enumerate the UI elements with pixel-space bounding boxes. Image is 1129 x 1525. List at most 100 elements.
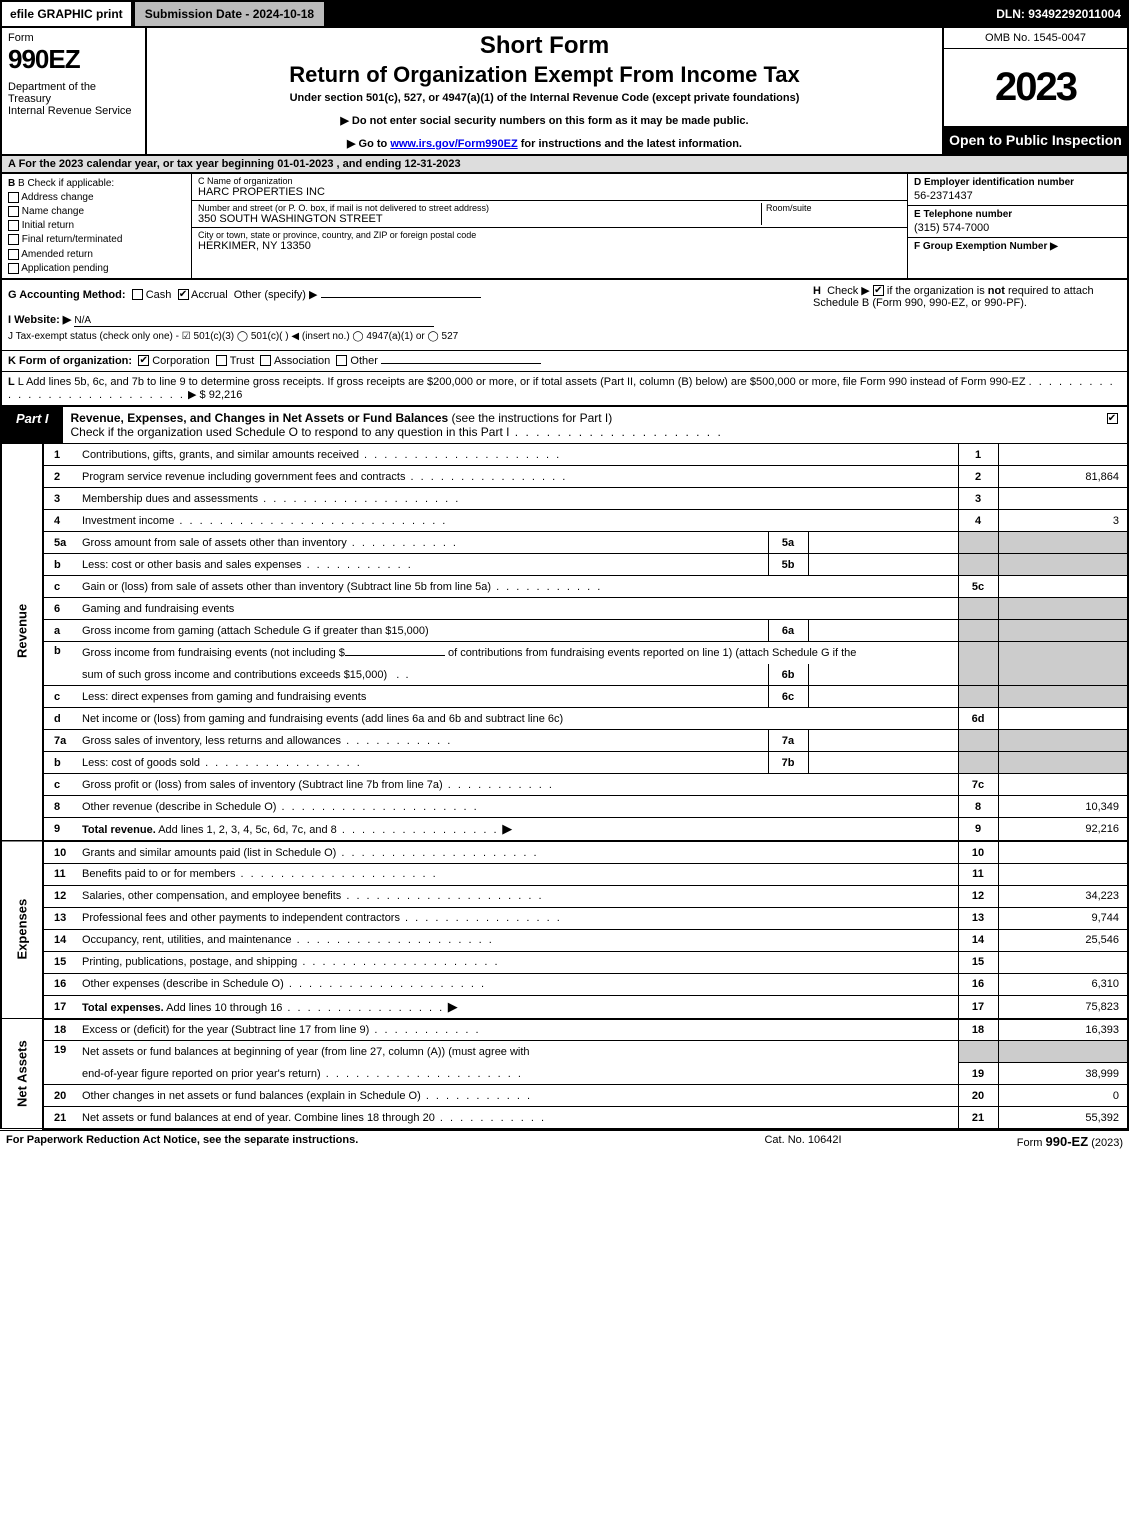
chk-trust[interactable] [216, 355, 227, 366]
org-addr-label: Number and street (or P. O. box, if mail… [198, 203, 489, 213]
section-gh-row: G Accounting Method: Cash Accrual Other … [0, 280, 1129, 351]
irs-link[interactable]: www.irs.gov/Form990EZ [390, 138, 517, 150]
line-17: 17 Total expenses. Add lines 10 through … [1, 995, 1128, 1019]
line-14: 14 Occupancy, rent, utilities, and maint… [1, 929, 1128, 951]
line-5a: 5a Gross amount from sale of assets othe… [1, 532, 1128, 554]
form-number: 990EZ [8, 44, 139, 75]
phone-value: (315) 574-7000 [914, 222, 1121, 234]
l14-val: 25,546 [998, 929, 1128, 951]
chk-amended-return[interactable]: Amended return [8, 249, 185, 260]
submission-date-label: Submission Date - 2024-10-18 [133, 0, 326, 28]
org-name-row: C Name of organization HARC PROPERTIES I… [192, 174, 907, 201]
l13-val: 9,744 [998, 907, 1128, 929]
subtitle: Under section 501(c), 527, or 4947(a)(1)… [153, 92, 936, 104]
i-label: I Website: ▶ [8, 314, 71, 326]
chk-association[interactable] [260, 355, 271, 366]
org-addr-value: 350 SOUTH WASHINGTON STREET [198, 213, 761, 225]
omb-number: OMB No. 1545-0047 [944, 28, 1127, 49]
short-form-title: Short Form [153, 32, 936, 60]
ein-label: D Employer identification number [914, 177, 1074, 188]
line-7c: c Gross profit or (loss) from sales of i… [1, 774, 1128, 796]
l1-rt: 1 [958, 444, 998, 466]
efile-print-label[interactable]: efile GRAPHIC print [0, 0, 133, 28]
line-4: 4 Investment income 4 3 [1, 510, 1128, 532]
l2-val: 81,864 [998, 466, 1128, 488]
other-org-input[interactable] [381, 363, 541, 364]
chk-schedule-b-not-required[interactable] [873, 285, 884, 296]
section-a-text: A For the 2023 calendar year, or tax yea… [8, 158, 461, 170]
l19-val: 38,999 [998, 1063, 1128, 1085]
part1-title-rest: (see the instructions for Part I) [448, 411, 612, 425]
ein-value: 56-2371437 [914, 190, 1121, 202]
section-l-gross-receipts: L L Add lines 5b, 6c, and 7b to line 9 t… [0, 372, 1129, 407]
group-exemption-label: F Group Exemption Number ▶ [914, 241, 1058, 252]
l16-val: 6,310 [998, 973, 1128, 995]
header-center: Short Form Return of Organization Exempt… [147, 28, 942, 154]
section-k-form-org: K Form of organization: Corporation Trus… [0, 351, 1129, 372]
chk-application-pending[interactable]: Application pending [8, 263, 185, 274]
l-text: L Add lines 5b, 6c, and 7b to line 9 to … [18, 376, 1026, 388]
org-city-value: HERKIMER, NY 13350 [198, 240, 901, 252]
info-grid: B B Check if applicable: Address change … [0, 174, 1129, 280]
part1-header: Part I Revenue, Expenses, and Changes in… [0, 407, 1129, 444]
department-label: Department of the Treasury Internal Reve… [8, 81, 139, 117]
section-j-tax-status: J Tax-exempt status (check only one) - ☑… [8, 331, 801, 342]
tax-year: 2023 [944, 49, 1127, 126]
line-16: 16 Other expenses (describe in Schedule … [1, 973, 1128, 995]
chk-accrual[interactable] [178, 289, 189, 300]
line-6b-1: b Gross income from fundraising events (… [1, 642, 1128, 664]
chk-corporation[interactable] [138, 355, 149, 366]
l9-val: 92,216 [998, 818, 1128, 842]
line-8: 8 Other revenue (describe in Schedule O)… [1, 796, 1128, 818]
main-title: Return of Organization Exempt From Incom… [153, 62, 936, 88]
chk-address-change[interactable]: Address change [8, 192, 185, 203]
line-5c: c Gain or (loss) from sale of assets oth… [1, 576, 1128, 598]
chk-final-return[interactable]: Final return/terminated [8, 234, 185, 245]
org-name-label: C Name of organization [198, 176, 293, 186]
other-method-input[interactable] [321, 297, 481, 298]
org-address-row: Number and street (or P. O. box, if mail… [192, 201, 907, 228]
line-18: Net Assets 18 Excess or (deficit) for th… [1, 1019, 1128, 1041]
dln-label: DLN: 93492292011004 [988, 0, 1129, 28]
l-amount: $ 92,216 [200, 389, 243, 401]
line-21: 21 Net assets or fund balances at end of… [1, 1107, 1128, 1129]
part1-title: Revenue, Expenses, and Changes in Net As… [63, 407, 1097, 443]
footer-form-ref: Form 990-EZ (2023) [903, 1134, 1123, 1149]
header-right: OMB No. 1545-0047 2023 Open to Public In… [942, 28, 1127, 154]
l18-val: 16,393 [998, 1019, 1128, 1041]
part1-title-bold: Revenue, Expenses, and Changes in Net As… [71, 411, 449, 425]
chk-name-change[interactable]: Name change [8, 206, 185, 217]
section-a-tax-year: A For the 2023 calendar year, or tax yea… [0, 156, 1129, 174]
footer-catno: Cat. No. 10642I [703, 1134, 903, 1149]
instr2-pre: ▶ Go to [347, 138, 390, 150]
chk-other-org[interactable] [336, 355, 347, 366]
instr2-post: for instructions and the latest informat… [518, 138, 742, 150]
line-11: 11 Benefits paid to or for members 11 [1, 863, 1128, 885]
ein-cell: D Employer identification number 56-2371… [908, 174, 1127, 206]
phone-cell: E Telephone number (315) 574-7000 [908, 206, 1127, 238]
group-exemption-cell: F Group Exemption Number ▶ [908, 238, 1127, 278]
line-5b: b Less: cost or other basis and sales ex… [1, 554, 1128, 576]
k-label: K Form of organization: [8, 355, 132, 367]
chk-cash[interactable] [132, 289, 143, 300]
org-name-value: HARC PROPERTIES INC [198, 186, 901, 198]
website-value: N/A [74, 315, 434, 327]
part1-table: Revenue 1 Contributions, gifts, grants, … [0, 444, 1129, 1130]
line-13: 13 Professional fees and other payments … [1, 907, 1128, 929]
form-word: Form [8, 32, 34, 44]
l1-val [998, 444, 1128, 466]
line-6a: a Gross income from gaming (attach Sched… [1, 620, 1128, 642]
l12-val: 34,223 [998, 885, 1128, 907]
page-footer: For Paperwork Reduction Act Notice, see … [0, 1130, 1129, 1152]
open-public-inspection: Open to Public Inspection [944, 126, 1127, 154]
line-1: Revenue 1 Contributions, gifts, grants, … [1, 444, 1128, 466]
part1-schedule-o-chk[interactable] [1097, 407, 1127, 443]
phone-label: E Telephone number [914, 209, 1012, 220]
section-b-title: B B Check if applicable: [8, 178, 114, 189]
fundraising-contrib-input[interactable] [345, 655, 445, 656]
org-city-row: City or town, state or province, country… [192, 228, 907, 278]
chk-initial-return[interactable]: Initial return [8, 220, 185, 231]
line-2: 2 Program service revenue including gove… [1, 466, 1128, 488]
l1-num: 1 [43, 444, 77, 466]
line-6: 6 Gaming and fundraising events [1, 598, 1128, 620]
